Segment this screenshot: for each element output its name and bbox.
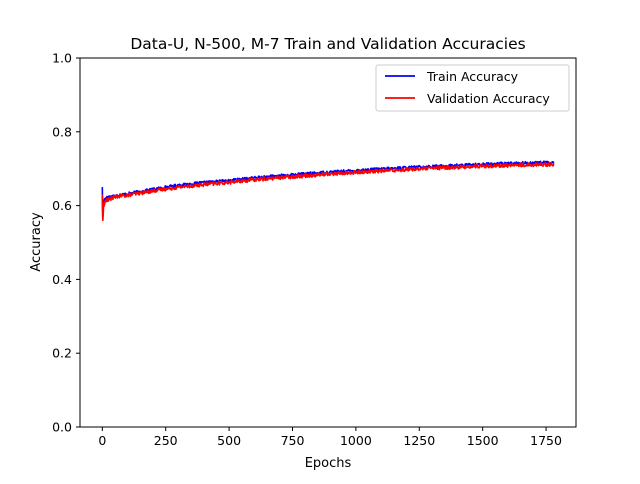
y-axis-label: Accuracy [29, 212, 44, 272]
y-tick-label: 0.4 [52, 272, 72, 287]
x-tick-label: 1500 [467, 433, 499, 448]
series-line-validation-accuracy [101, 161, 555, 222]
x-axis-label: Epochs [305, 456, 352, 471]
plot-series [101, 160, 555, 222]
y-tick-label: 1.0 [52, 51, 72, 66]
y-tick-label: 0.0 [52, 420, 72, 435]
y-tick-label: 0.2 [52, 346, 72, 361]
x-tick-label: 1250 [403, 433, 435, 448]
chart-title: Data-U, N-500, M-7 Train and Validation … [130, 35, 525, 53]
legend-box [375, 64, 570, 112]
legend-label-validation-accuracy: Validation Accuracy [427, 91, 550, 106]
y-tick-label: 0.8 [52, 124, 72, 139]
x-tick-label: 500 [217, 433, 241, 448]
plot-frame [79, 57, 577, 428]
x-tick-label: 1000 [340, 433, 372, 448]
x-tick-label: 1750 [530, 433, 562, 448]
legend-label-train-accuracy: Train Accuracy [426, 69, 519, 84]
legend: Train Accuracy Validation Accuracy [375, 64, 570, 112]
y-tick-label: 0.6 [52, 198, 72, 213]
x-axis: 0 250 500 750 1000 1250 1500 1750 [98, 427, 562, 448]
x-tick-label: 0 [98, 433, 106, 448]
y-axis: 0.0 0.2 0.4 0.6 0.8 1.0 [52, 51, 80, 435]
x-tick-label: 250 [154, 433, 178, 448]
x-tick-label: 750 [281, 433, 305, 448]
